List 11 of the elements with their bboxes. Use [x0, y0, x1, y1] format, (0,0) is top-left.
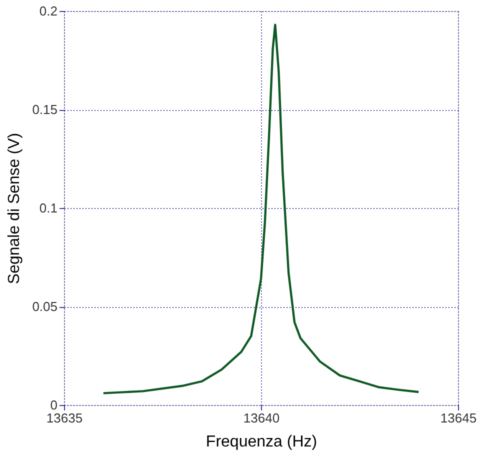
y-tick-label: 0.15 [32, 102, 58, 117]
x-tick-label: 13635 [46, 410, 83, 426]
y-axis-title: Segnale di Sense (V) [6, 132, 24, 284]
x-tick-label: 13645 [440, 410, 477, 426]
line-series [102, 24, 420, 394]
y-tick-label: 0.2 [39, 4, 58, 18]
x-tick-label: 13640 [243, 410, 280, 426]
y-tick-label: 0 [50, 398, 58, 412]
x-axis-title: Frequenza (Hz) [206, 434, 318, 450]
y-tick-label: 0.05 [32, 299, 58, 314]
y-tick-label: 0.1 [39, 200, 58, 216]
